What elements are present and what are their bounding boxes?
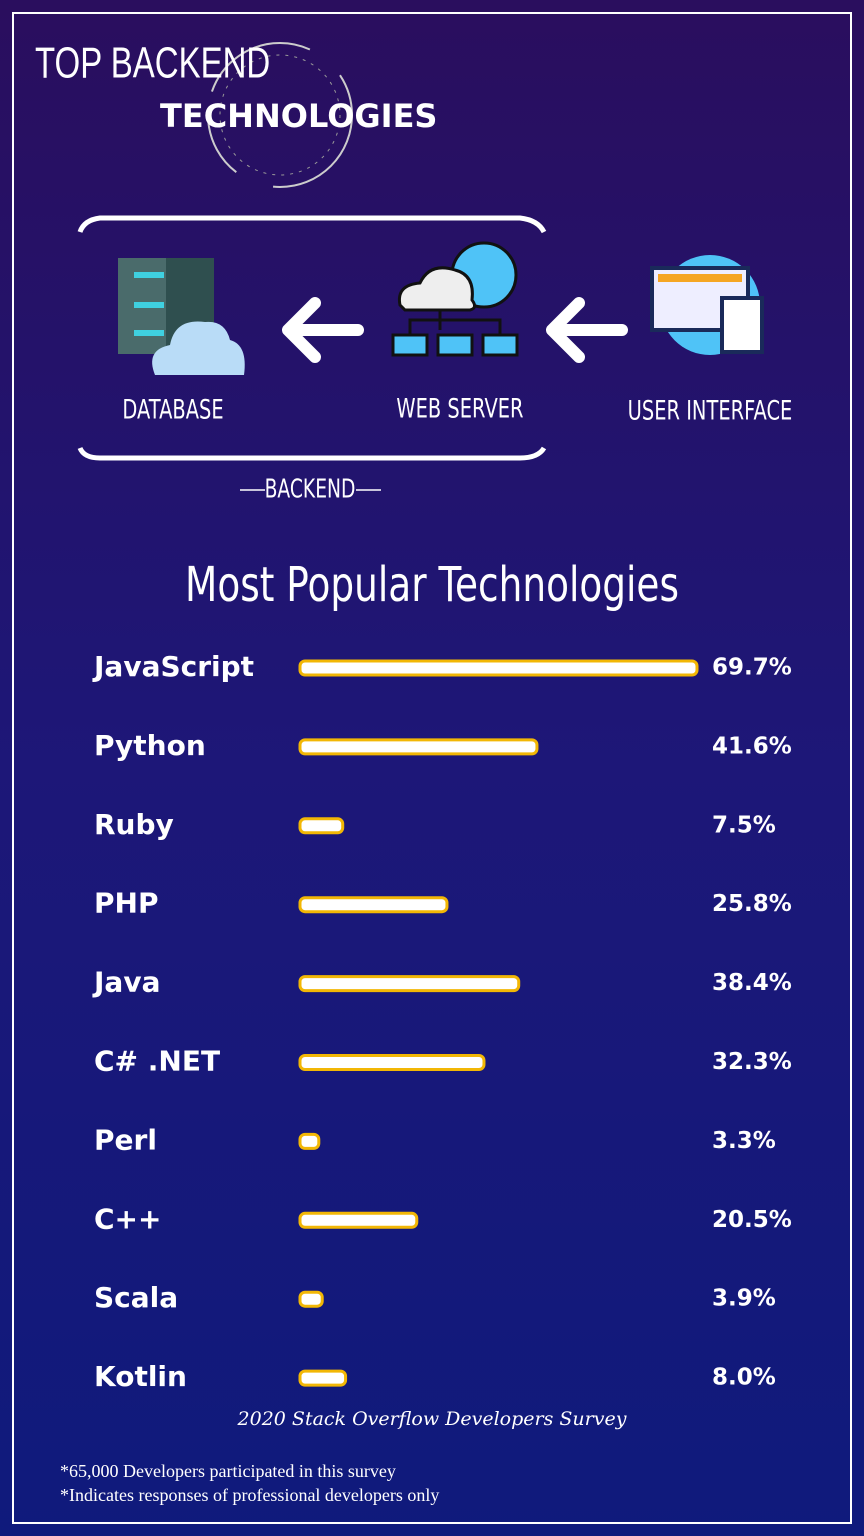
brace bbox=[77, 446, 547, 461]
arrow bbox=[546, 297, 628, 363]
led bbox=[134, 272, 164, 278]
category-label: Ruby bbox=[94, 808, 174, 841]
terminal bbox=[391, 333, 429, 357]
node-label: DATABASE bbox=[122, 393, 223, 425]
value-label: 3.3% bbox=[712, 1128, 776, 1154]
ui-icon bbox=[650, 255, 764, 355]
cloud bbox=[152, 321, 245, 375]
value-label: 25.8% bbox=[712, 891, 792, 917]
bar bbox=[298, 1054, 486, 1071]
category-label: Python bbox=[94, 729, 206, 762]
brace bbox=[77, 215, 547, 234]
bar bbox=[298, 817, 345, 835]
links bbox=[408, 310, 502, 335]
bar bbox=[298, 659, 699, 677]
value-label: 32.3% bbox=[712, 1049, 792, 1075]
led bbox=[134, 330, 164, 336]
bar bbox=[298, 1132, 321, 1150]
category-label: JavaScript bbox=[92, 650, 254, 683]
bar bbox=[298, 1369, 348, 1387]
tablet bbox=[720, 296, 764, 354]
category-label: Perl bbox=[94, 1123, 157, 1156]
bar bbox=[298, 896, 449, 914]
value-label: 69.7% bbox=[712, 655, 792, 681]
chart-title: Most Popular Technologies bbox=[185, 557, 679, 613]
title-line2: TECHNOLOGIES bbox=[160, 97, 437, 135]
category-label: C++ bbox=[94, 1202, 161, 1235]
webserver-icon bbox=[391, 241, 519, 357]
frame bbox=[12, 12, 852, 1524]
value-label: 7.5% bbox=[712, 812, 776, 838]
database-icon bbox=[118, 258, 245, 375]
footnote: *65,000 Developers participated in this … bbox=[60, 1461, 396, 1481]
value-label: 38.4% bbox=[712, 970, 792, 996]
cloud bbox=[397, 266, 477, 312]
footnote: *Indicates responses of professional dev… bbox=[60, 1485, 439, 1505]
group-label: BACKEND bbox=[265, 475, 356, 505]
led bbox=[134, 302, 164, 308]
category-label: Kotlin bbox=[94, 1360, 187, 1393]
value-label: 3.9% bbox=[712, 1286, 776, 1312]
category-label: PHP bbox=[94, 887, 158, 920]
category-label: C# .NET bbox=[94, 1045, 220, 1078]
header: TOP BACKEND TECHNOLOGIES bbox=[35, 39, 437, 188]
bar bbox=[298, 738, 539, 756]
category-label: Java bbox=[92, 966, 160, 999]
source: 2020 Stack Overflow Developers Survey bbox=[237, 1408, 627, 1430]
diagram bbox=[77, 215, 628, 491]
title-line1: TOP BACKEND bbox=[35, 39, 270, 88]
terminal bbox=[436, 333, 474, 357]
header-bar bbox=[658, 274, 742, 282]
node-label: USER INTERFACE bbox=[628, 394, 793, 426]
category-label: Scala bbox=[94, 1281, 178, 1314]
value-label: 20.5% bbox=[712, 1207, 792, 1233]
arrow bbox=[282, 297, 364, 363]
decor-ring bbox=[219, 54, 341, 176]
bar bbox=[298, 975, 521, 993]
node-label: WEB SERVER bbox=[396, 392, 523, 424]
value-label: 8.0% bbox=[712, 1365, 776, 1391]
terminal bbox=[481, 333, 519, 357]
decor-ring bbox=[207, 42, 353, 188]
bar bbox=[298, 1290, 324, 1308]
bar bbox=[298, 1211, 419, 1229]
value-label: 41.6% bbox=[712, 733, 792, 759]
